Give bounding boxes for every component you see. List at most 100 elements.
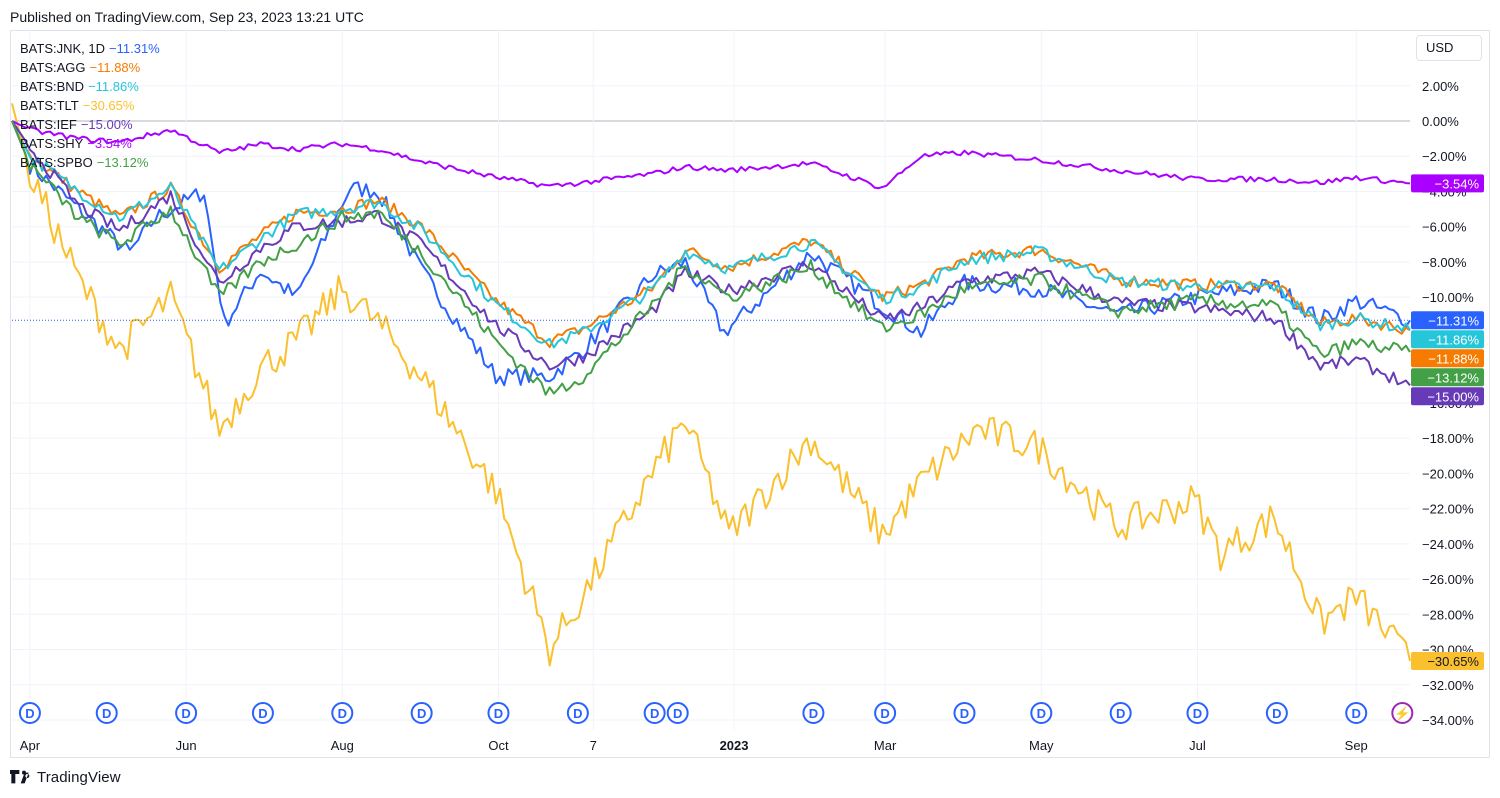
x-tick-label: 7 [590,738,597,753]
svg-text:−11.31%: −11.31% [1428,313,1479,328]
dividend-marker-icon: D [566,702,589,724]
last-value-badge-agg: −11.88% [1411,349,1484,368]
dividend-marker-icon: D [95,702,118,724]
lightning-icon: ⚡ [1391,702,1414,724]
svg-text:D: D [650,706,659,721]
legend-value: −15.00% [80,117,133,132]
svg-text:D: D [102,706,111,721]
x-tick-label: Jun [176,738,197,753]
svg-text:D: D [1272,706,1281,721]
y-tick-label: −6.00% [1422,220,1467,235]
svg-text:D: D [181,706,190,721]
svg-text:D: D [880,706,889,721]
dividend-marker-icon: D [1030,702,1053,724]
dividend-marker-icon: D [175,702,198,724]
legend-value: −13.12% [96,155,149,170]
legend-symbol: BATS:JNK, 1D [20,41,106,56]
legend-item-jnk[interactable]: BATS:JNK, 1D −11.31% [20,39,160,58]
last-value-badge-ief: −15.00% [1411,387,1484,406]
svg-text:−3.54%: −3.54% [1435,176,1480,191]
x-tick-label: May [1029,738,1054,753]
legend-symbol: BATS:BND [20,79,85,94]
svg-text:D: D [258,706,267,721]
dividend-marker-icon: D [251,702,274,724]
dividend-marker-icon: D [1265,702,1288,724]
y-tick-label: −8.00% [1422,255,1467,270]
legend-symbol: BATS:TLT [20,98,79,113]
last-value-badge-jnk: −11.31% [1411,311,1484,330]
series-line-ief [11,120,1411,386]
y-tick-label: −2.00% [1422,149,1467,164]
chart-legend: BATS:JNK, 1D −11.31% BATS:AGG −11.88% BATS:B… [20,39,160,172]
x-tick-label: Aug [331,738,354,753]
dividend-marker-icon: D [666,702,689,724]
svg-text:D: D [673,706,682,721]
dividend-marker-icon: D [643,702,666,724]
x-tick-label: 2023 [720,738,749,753]
series-line-spbo [11,120,1411,396]
chart-frame[interactable] [10,30,1490,758]
legend-item-bnd[interactable]: BATS:BND −11.86% [20,77,160,96]
footer[interactable]: TradingView [10,769,121,786]
y-tick-label: −32.00% [1422,678,1474,693]
svg-text:D: D [573,706,582,721]
last-value-badge-shy: −3.54% [1411,174,1484,193]
legend-symbol: BATS:SHY [20,136,84,151]
svg-text:D: D [1116,706,1125,721]
legend-value: −11.31% [109,41,160,56]
x-tick-label: Sep [1345,738,1368,753]
x-axis: Apr Jun Aug Oct 7 2023 Mar May Jul Sep [20,738,1368,753]
dividend-marker-icon: D [1345,702,1368,724]
y-tick-label: −24.00% [1422,537,1474,552]
legend-item-spbo[interactable]: BATS:SPBO −13.12% [20,153,160,172]
y-tick-label: −28.00% [1422,607,1474,622]
y-tick-label: 0.00% [1422,114,1459,129]
series-line-agg [11,120,1411,349]
last-value-badge-bnd: −11.86% [1411,330,1484,349]
svg-text:D: D [1352,706,1361,721]
dividend-marker-icon: D [1109,702,1132,724]
y-tick-label: −20.00% [1422,466,1474,481]
svg-text:D: D [417,706,426,721]
series-line-bnd [11,120,1411,349]
legend-item-ief[interactable]: BATS:IEF −15.00% [20,115,160,134]
dividend-marker-icon: D [874,702,897,724]
last-value-badges: −3.54% −11.31% −11.86% −11.88% −13.12% −15.00… [1411,174,1484,670]
svg-text:−11.88%: −11.88% [1428,351,1479,366]
dividend-marker-icon: D [953,702,976,724]
y-tick-label: −26.00% [1422,572,1474,587]
dividend-marker-icon: D [331,702,354,724]
last-value-badge-tlt: −30.65% [1411,651,1484,670]
y-tick-label: −22.00% [1422,502,1474,517]
series-layer [11,103,1411,667]
legend-symbol: BATS:AGG [20,60,86,75]
legend-item-tlt[interactable]: BATS:TLT −30.65% [20,96,160,115]
svg-text:D: D [1193,706,1202,721]
svg-text:D: D [338,706,347,721]
y-tick-label: −10.00% [1422,290,1474,305]
legend-item-shy[interactable]: BATS:SHY −3.54% [20,134,160,153]
legend-value: −11.88% [89,60,141,75]
published-header: Published on TradingView.com, Sep 23, 20… [10,9,364,25]
svg-text:−13.12%: −13.12% [1427,370,1479,385]
dividend-marker-icon: D [487,702,510,724]
legend-symbol: BATS:SPBO [20,155,93,170]
last-value-badge-spbo: −13.12% [1411,368,1484,387]
y-tick-label: 2.00% [1422,79,1459,94]
dividend-marker-icon: D [18,702,41,724]
x-tick-label: Oct [488,738,509,753]
footer-brand: TradingView [37,769,121,786]
series-line-jnk [11,120,1411,387]
grid-layer [12,31,1410,730]
svg-text:D: D [1037,706,1046,721]
legend-item-agg[interactable]: BATS:AGG −11.88% [20,58,160,77]
series-line-shy [11,120,1411,190]
currency-button[interactable]: USD [1416,35,1482,61]
svg-text:⚡: ⚡ [1394,706,1410,722]
legend-value: −30.65% [82,98,135,113]
svg-text:D: D [25,706,34,721]
x-tick-label: Apr [20,738,41,753]
svg-text:−15.00%: −15.00% [1427,389,1479,404]
y-tick-label: −34.00% [1422,713,1474,728]
